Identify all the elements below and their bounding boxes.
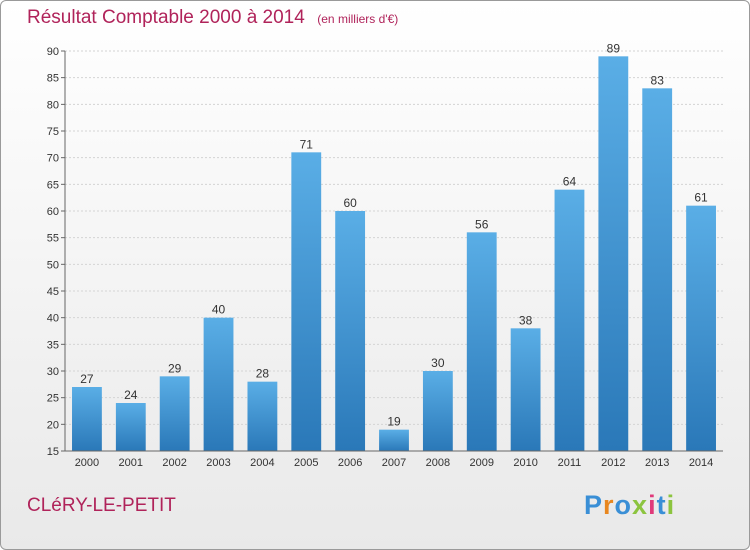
data-label: 83 [651,73,665,87]
y-tick-label: 40 [47,313,59,325]
data-label: 38 [519,313,533,327]
bar[interactable] [159,376,190,451]
y-tick-label: 30 [47,366,59,378]
data-labels: 27 24 29 40 28 71 60 19 30 56 38 64 89 83 61 [80,41,708,428]
bar[interactable] [510,328,541,451]
y-tick-label: 90 [47,46,59,58]
bar[interactable] [598,56,629,451]
data-label: 30 [431,356,445,370]
logo-letter: i [666,490,676,520]
x-tick-label: 2008 [426,457,450,469]
bar[interactable] [291,152,322,452]
title-text: Résultat Comptable 2000 à 2014 [27,7,305,28]
logo-letter: r [603,490,615,520]
y-tick-label: 45 [47,286,59,298]
bar[interactable] [247,381,278,451]
x-tick-label: 2002 [162,457,186,469]
y-tick-label: 60 [47,206,59,218]
bar[interactable] [466,232,497,451]
x-tick-label: 2013 [645,457,669,469]
data-label: 56 [475,217,489,231]
logo-letter: x [632,490,649,520]
data-label: 29 [168,361,182,375]
bar[interactable] [379,429,409,451]
x-tick-label: 2011 [558,457,582,469]
data-label: 60 [343,196,357,210]
y-tick-label: 50 [47,259,59,271]
data-label: 89 [607,41,621,55]
y-tick-label: 55 [47,233,59,245]
chart-title: Résultat Comptable 2000 à 2014 (en milli… [27,7,398,29]
bar[interactable] [554,189,585,451]
bar[interactable] [335,211,366,451]
y-tick-label: 85 [47,73,59,85]
proxiti-logo[interactable]: Proxiti [584,490,675,521]
x-tick-label: 2012 [601,457,625,469]
title-unit: (en milliers d'€) [317,12,399,26]
y-tick-label: 80 [47,99,59,111]
x-tick-label: 2005 [294,457,318,469]
x-tick-label: 2006 [338,457,362,469]
commune-name: CLéRY-LE-PETIT [27,495,176,516]
y-tick-label: 65 [47,179,59,191]
y-tick-label: 20 [47,419,59,431]
data-label: 40 [212,303,226,317]
logo-letter: i [648,490,657,520]
bars [72,56,716,452]
bar[interactable] [422,371,453,451]
x-tick-label: 2007 [382,457,406,469]
x-tick-label: 2014 [689,457,713,469]
bar[interactable] [686,205,716,451]
data-label: 61 [694,191,708,205]
data-label: 19 [387,415,401,429]
data-label: 27 [80,372,94,386]
y-tick-label: 35 [47,339,59,351]
x-tick-label: 2003 [206,457,230,469]
logo-letter: o [614,490,633,520]
bar[interactable] [115,403,146,451]
logo-letter: t [656,490,667,520]
bar[interactable] [72,387,102,451]
data-label: 28 [256,367,270,381]
y-tick-label: 15 [47,446,59,458]
x-tick-label: 2000 [75,457,99,469]
y-axis: 15 20 25 30 35 40 45 50 55 60 65 70 75 80 85 90 [47,46,66,458]
x-tick-label: 2009 [469,457,493,469]
data-label: 64 [563,175,577,189]
x-tick-label: 2004 [250,457,274,469]
y-tick-label: 75 [47,126,59,138]
logo-letter: P [584,490,604,520]
y-tick-label: 25 [47,393,59,405]
data-label: 24 [124,388,138,402]
x-tick-label: 2001 [119,457,143,469]
x-tick-label: 2010 [513,457,537,469]
y-tick-label: 70 [47,153,59,165]
bar[interactable] [642,88,673,451]
bar[interactable] [203,317,234,451]
x-axis: 2000 2001 2002 2003 2004 2005 2006 2007 2008 2009… [65,450,723,469]
data-label: 71 [300,137,314,151]
